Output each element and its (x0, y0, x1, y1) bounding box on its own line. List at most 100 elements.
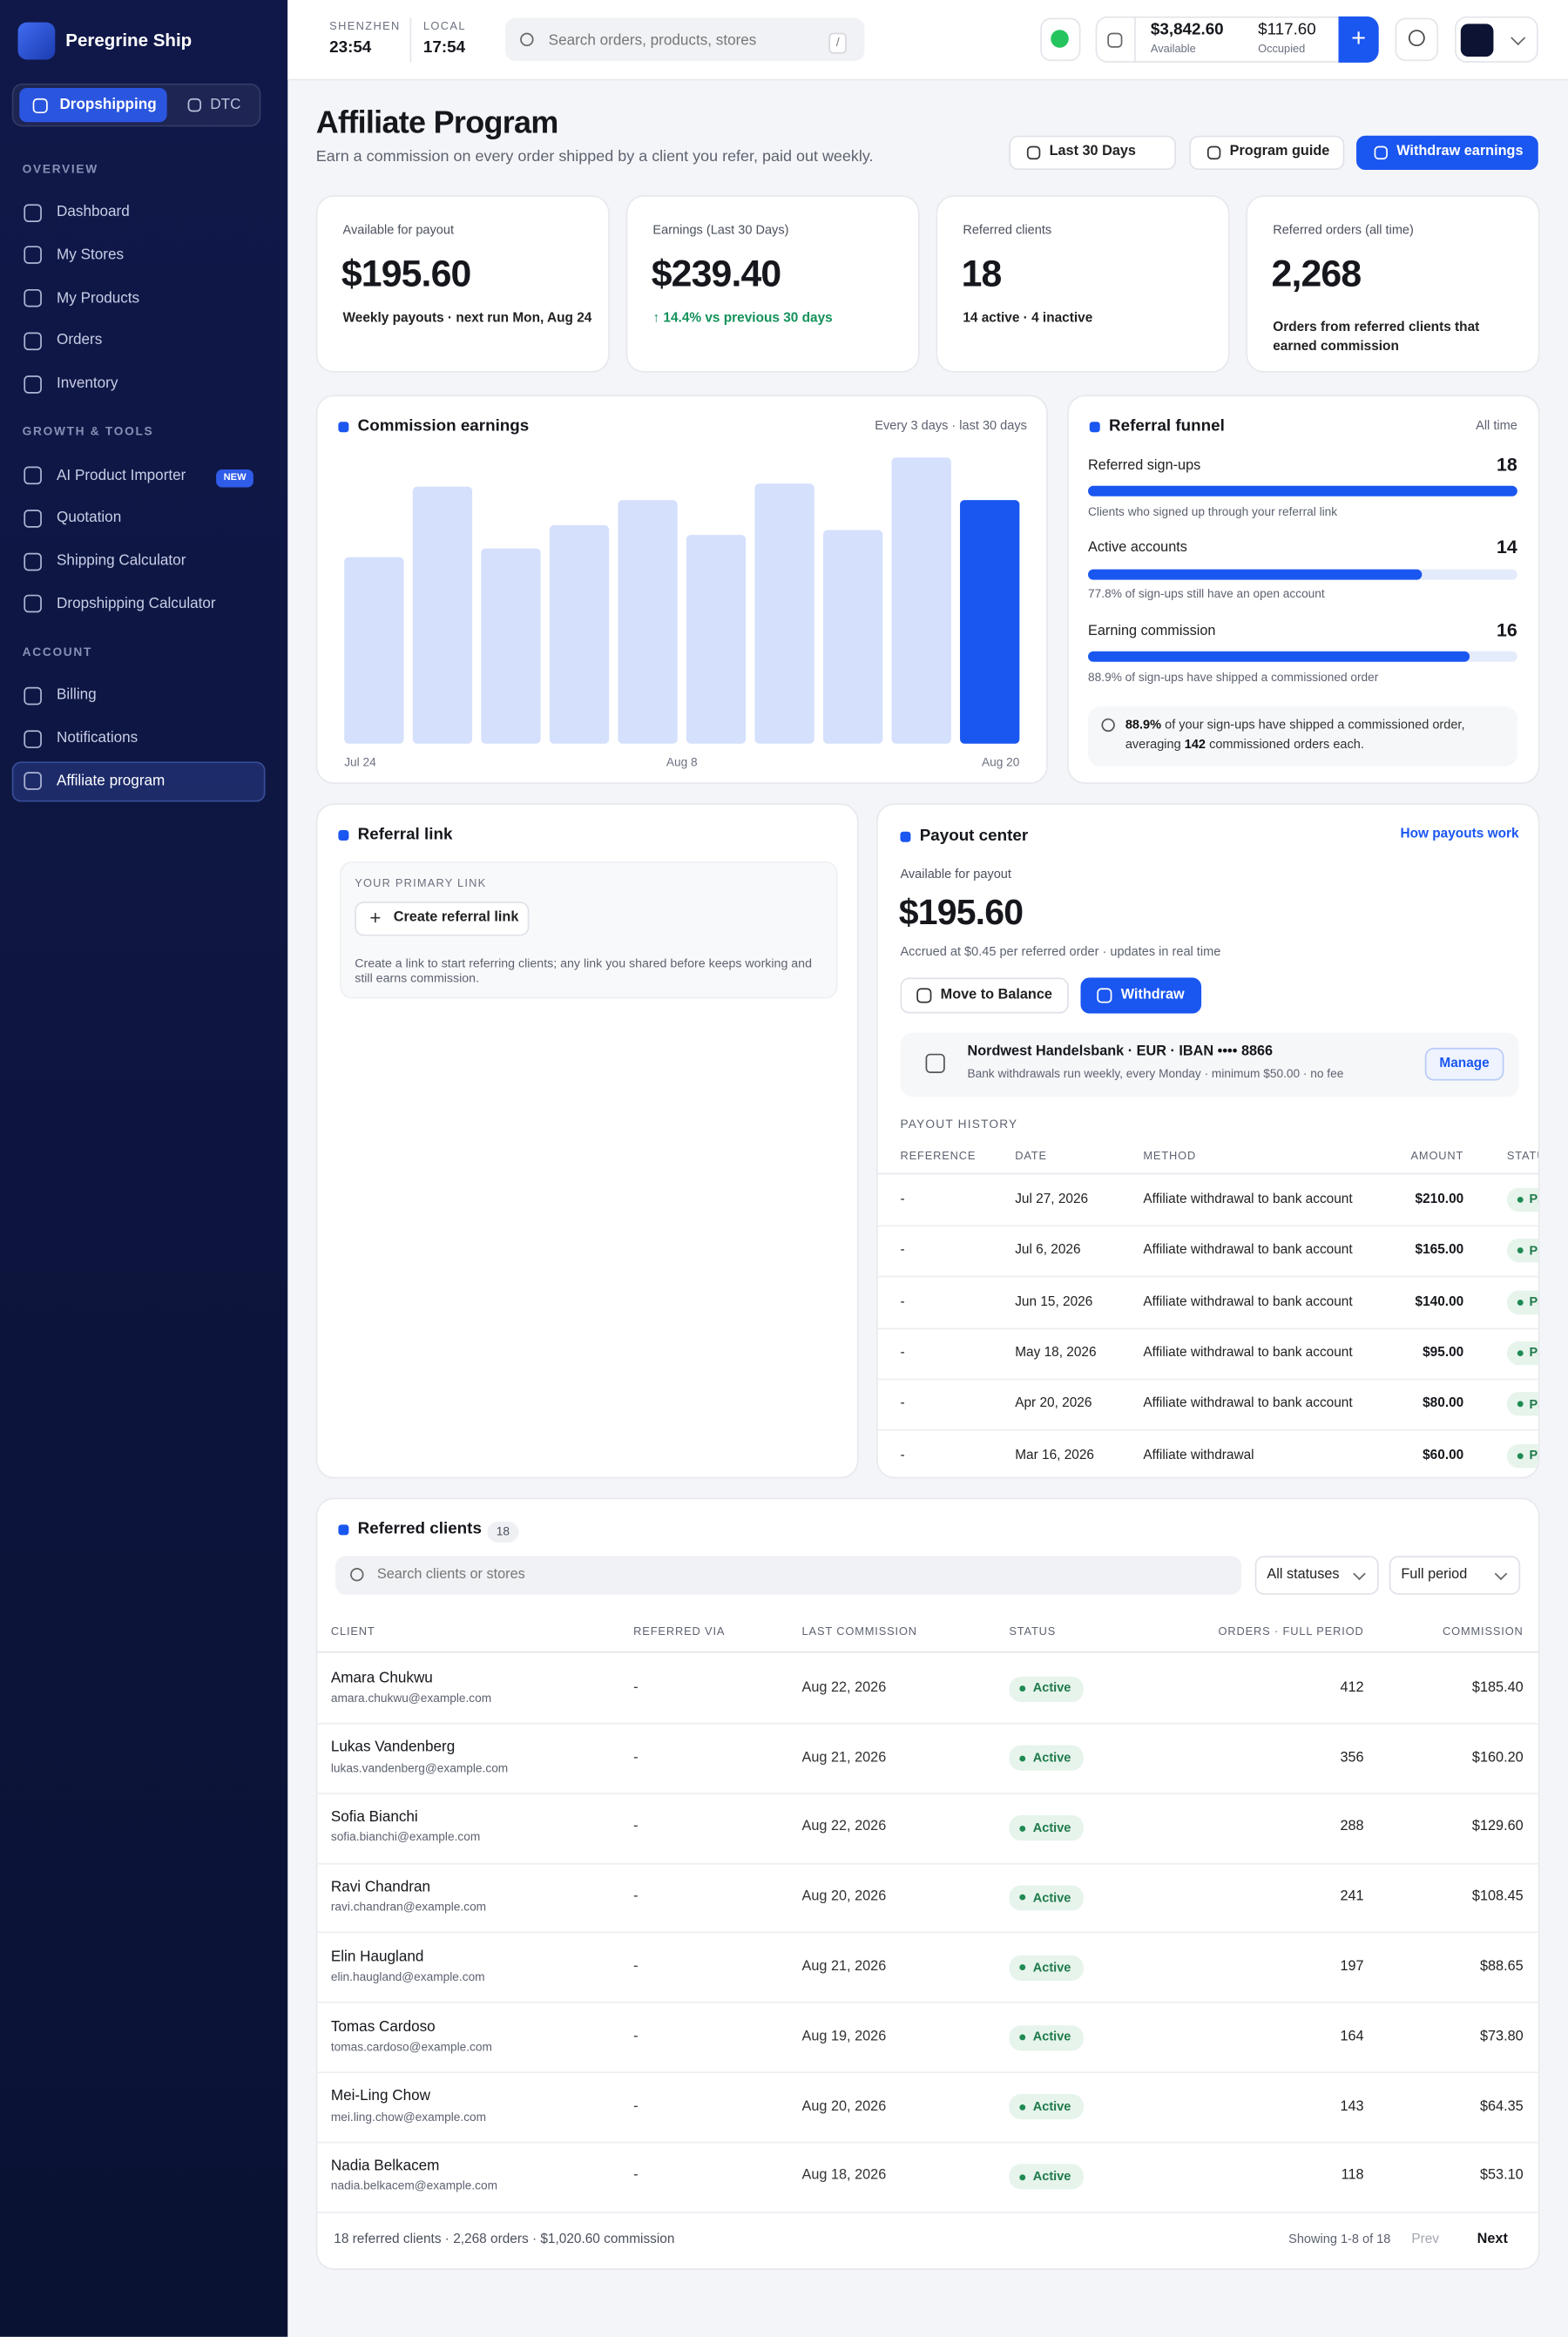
summary-part: of your sign-ups have shipped a commissi… (1125, 717, 1465, 752)
button-label[interactable]: Create referral link (393, 909, 519, 927)
stat-note: Orders from referred clients that earned… (1273, 319, 1480, 354)
add-button[interactable]: + (1338, 16, 1379, 63)
payout-cell: $95.00 (1423, 1344, 1464, 1360)
nav-item[interactable]: Affiliate program (57, 773, 166, 790)
column-header: AMOUNT (1410, 1149, 1464, 1163)
status-dot (1517, 1247, 1524, 1254)
payout-cell: - (900, 1395, 905, 1411)
pagination-prev[interactable]: Prev (1411, 2231, 1440, 2246)
stat-card (936, 195, 1230, 373)
pagination-next[interactable]: Next (1477, 2231, 1508, 2247)
summary-part: commissioned orders each. (1206, 736, 1364, 752)
payout-button-label[interactable]: Withdraw (1120, 986, 1185, 1003)
search-box[interactable] (505, 17, 865, 62)
nav-item[interactable]: My Stores (57, 247, 125, 264)
bell[interactable] (1395, 17, 1439, 62)
status-text: Paid (1529, 1344, 1538, 1361)
balance-label: Occupied (1258, 42, 1306, 56)
clients-search[interactable] (335, 1556, 1242, 1595)
payout-button[interactable] (1080, 977, 1202, 1014)
create-link-button[interactable] (355, 902, 530, 936)
nav-item[interactable]: Shipping Calculator (57, 552, 186, 570)
column-header: REFERRED VIA (633, 1624, 726, 1638)
client-last: Aug 18, 2026 (801, 2167, 887, 2185)
filter-label[interactable]: Full period (1401, 1565, 1468, 1583)
nav-item[interactable]: Billing (57, 687, 97, 704)
client-name: Amara Chukwu (330, 1670, 433, 1687)
icon (1206, 145, 1221, 160)
payout-cell: Mar 16, 2026 (1015, 1446, 1094, 1462)
payout-cell: Affiliate withdrawal (1143, 1446, 1254, 1462)
status-text: Active (1032, 1680, 1071, 1696)
header-button-label[interactable]: Program guide (1229, 143, 1330, 160)
nav-item[interactable]: Dropshipping Calculator (57, 596, 216, 613)
title-dot (338, 829, 349, 841)
payout-button-label[interactable]: Move to Balance (940, 986, 1052, 1003)
nav-item[interactable]: My Products (57, 289, 140, 307)
nav-item[interactable]: Dashboard (57, 204, 130, 221)
card-title: Commission earnings (357, 416, 530, 436)
client-commission: $108.45 (1471, 1888, 1524, 1906)
card-title: Payout center (919, 827, 1029, 845)
funnel-fill (1088, 568, 1423, 579)
icon (925, 1053, 945, 1073)
icon (24, 509, 42, 528)
filter-label[interactable]: All statuses (1267, 1565, 1340, 1583)
payout-button[interactable] (900, 977, 1069, 1014)
client-orders: 288 (1340, 1819, 1364, 1835)
funnel-note: Clients who signed up through your refer… (1088, 504, 1338, 519)
funnel-fill (1088, 651, 1470, 662)
payout-cell: May 18, 2026 (1015, 1344, 1097, 1360)
divider (1134, 16, 1136, 63)
header-button[interactable] (1189, 135, 1345, 171)
header-button-label[interactable]: Withdraw earnings (1396, 143, 1524, 160)
column-header: STATUS (1009, 1624, 1057, 1638)
payout-link[interactable]: How payouts work (1400, 826, 1519, 841)
whatsapp[interactable] (1040, 17, 1081, 62)
stat-value: $195.60 (341, 253, 471, 295)
nav-item[interactable]: Quotation (57, 510, 122, 527)
icon (32, 98, 48, 114)
funnel-period: All time (1476, 417, 1517, 433)
client-orders: 118 (1341, 2167, 1364, 2185)
sidebar (0, 0, 288, 2337)
filter-select[interactable] (1254, 1556, 1379, 1595)
payout-cell: $140.00 (1415, 1293, 1464, 1308)
nav-item[interactable]: Orders (57, 333, 103, 350)
client-last: Aug 19, 2026 (801, 2028, 887, 2045)
header-button[interactable] (1009, 135, 1177, 171)
mode-active[interactable] (19, 87, 167, 123)
stat-note: 14 active · 4 inactive (963, 310, 1093, 326)
client-commission: $185.40 (1471, 1679, 1524, 1696)
stat-value: 2,268 (1271, 253, 1362, 295)
filter-select[interactable] (1389, 1556, 1521, 1595)
row-line (315, 1793, 1540, 1794)
client-email: ravi.chandran@example.com (330, 1900, 487, 1915)
nav-item[interactable]: AI Product Importer (57, 467, 186, 484)
mode[interactable]: Dropshipping (59, 97, 157, 114)
icon (187, 98, 201, 112)
status-dot (1517, 1401, 1524, 1408)
account-menu[interactable] (1454, 16, 1538, 63)
funnel-label: Referred sign-ups (1088, 456, 1201, 474)
card-title: Referral funnel (1109, 416, 1225, 436)
funnel-value: 16 (1497, 619, 1517, 641)
nav-item[interactable]: Notifications (57, 730, 139, 747)
manage-label[interactable]: Manage (1439, 1055, 1490, 1071)
funnel-value: 14 (1497, 537, 1517, 558)
nav-badge: NEW (216, 469, 254, 488)
status-text: Paid (1529, 1395, 1538, 1411)
clock-city: LOCAL (422, 19, 466, 33)
status-text: Active (1032, 1750, 1071, 1766)
manage-button[interactable] (1424, 1047, 1504, 1081)
mode[interactable]: DTC (210, 97, 241, 114)
nav-item[interactable]: Inventory (57, 375, 118, 393)
clock-time: 17:54 (422, 38, 466, 57)
whatsapp-icon (1051, 30, 1069, 48)
client-email: amara.chukwu@example.com (330, 1691, 492, 1705)
link-label: YOUR PRIMARY LINK (355, 876, 487, 890)
row-line (315, 2141, 1540, 2144)
header-button-label[interactable]: Last 30 Days (1049, 143, 1136, 160)
payout-cell: $60.00 (1423, 1446, 1464, 1462)
